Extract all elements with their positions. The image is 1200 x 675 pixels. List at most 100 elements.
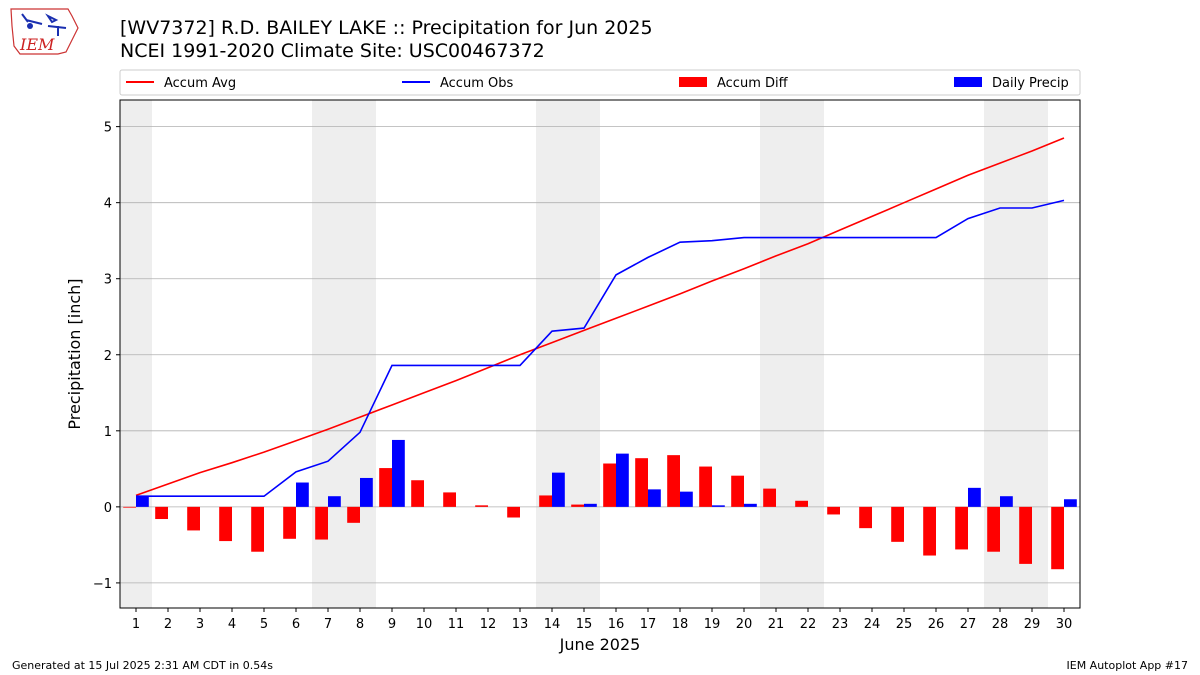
accum-diff-bar [827, 506, 840, 515]
iem-logo: IEM [10, 8, 79, 55]
x-tick-label: 3 [196, 617, 204, 632]
chart-subtitle: NCEI 1991-2020 Climate Site: USC00467372 [120, 40, 545, 62]
accum-diff-bar [1051, 506, 1064, 570]
accum-diff-bar [379, 468, 392, 507]
accum-avg-line [135, 137, 1065, 497]
y-tick-label: 3 [104, 273, 112, 288]
x-tick-label: 29 [1024, 617, 1041, 632]
x-tick-label: 25 [896, 617, 913, 632]
daily-precip-bar [136, 496, 149, 507]
y-tick-label: 1 [104, 425, 112, 440]
x-tick-label: 13 [512, 617, 529, 632]
accum-diff-bar [795, 500, 808, 507]
x-tick-label: 17 [640, 617, 657, 632]
accum-diff-bar [603, 463, 616, 507]
chart-title: [WV7372] R.D. BAILEY LAKE :: Precipitati… [120, 17, 653, 39]
accum-diff-bar [859, 506, 872, 529]
x-tick-label: 21 [768, 617, 785, 632]
x-tick-label: 10 [416, 617, 433, 632]
daily-precip-bar [296, 482, 309, 507]
accum-diff-bar [539, 495, 552, 507]
weekend-band [344, 100, 376, 608]
x-tick-label: 16 [608, 617, 625, 632]
x-tick-label: 8 [356, 617, 364, 632]
daily-precip-bar [968, 487, 981, 507]
x-tick-label: 4 [228, 617, 236, 632]
accum-diff-bar [443, 492, 456, 507]
accum-diff-bar [347, 506, 360, 523]
x-tick-label: 24 [864, 617, 881, 632]
app-label: IEM Autoplot App #17 [1066, 659, 1189, 672]
x-tick-label: 22 [800, 617, 817, 632]
accum-diff-bar [315, 506, 328, 540]
x-tick-label: 9 [388, 617, 396, 632]
generated-timestamp: Generated at 15 Jul 2025 2:31 AM CDT in … [12, 659, 273, 672]
accum-obs-line [136, 199, 1065, 498]
accum-diff-bar [123, 506, 136, 508]
y-tick-label: 5 [104, 121, 112, 136]
x-tick-label: 1 [132, 617, 140, 632]
daily-precip-bar [744, 503, 757, 507]
daily-precip-bar [616, 453, 629, 507]
weather-instrument-icon [21, 13, 67, 36]
daily-precip-bar [1000, 496, 1013, 507]
y-axis-label: Precipitation [inch] [65, 278, 84, 429]
weekend-band [760, 100, 792, 608]
y-tick-label: 0 [104, 501, 112, 516]
x-tick-label: 14 [544, 617, 561, 632]
x-tick-label: 12 [480, 617, 497, 632]
accum-diff-bar [251, 506, 264, 552]
accum-diff-bar [987, 506, 1000, 552]
legend-accum-diff-swatch [679, 77, 707, 87]
accum-diff-bar [155, 506, 168, 520]
daily-precip-bar [648, 489, 661, 507]
x-tick-label: 6 [292, 617, 300, 632]
weekend-band [792, 100, 824, 608]
accum-diff-bar [571, 504, 584, 507]
x-tick-label: 23 [832, 617, 849, 632]
weekend-band [568, 100, 600, 608]
x-tick-label: 2 [164, 617, 172, 632]
x-tick-label: 30 [1056, 617, 1073, 632]
sensor-dot-icon [27, 23, 33, 29]
legend-accum-avg-label: Accum Avg [164, 76, 236, 91]
accum-diff-bar [283, 506, 296, 539]
x-tick-label: 11 [448, 617, 465, 632]
accum-diff-bar [699, 466, 712, 507]
legend-box [119, 69, 1081, 96]
accum-diff-bar [891, 506, 904, 542]
y-tick-label: 4 [104, 197, 112, 212]
daily-precip-bar [552, 472, 565, 507]
accum-diff-bar [731, 475, 744, 507]
weekend-band [536, 100, 568, 608]
plot-frame [119, 99, 1081, 609]
x-tick-label: 20 [736, 617, 753, 632]
x-tick-label: 18 [672, 617, 689, 632]
bars [123, 439, 1077, 570]
daily-precip-bar [328, 496, 341, 507]
daily-precip-bar [680, 491, 693, 507]
gridlines [120, 126, 1080, 584]
x-tick-label: 28 [992, 617, 1009, 632]
y-tick-label: −1 [93, 577, 112, 592]
x-tick-label: 19 [704, 617, 721, 632]
accum-diff-bar [1019, 506, 1032, 564]
daily-precip-bar [1064, 499, 1077, 507]
weekend-band [120, 100, 152, 608]
daily-precip-bar [392, 439, 405, 507]
accum-diff-bar [955, 506, 968, 550]
x-axis-label: June 2025 [559, 635, 641, 654]
logo-text: IEM [19, 35, 55, 54]
legend-daily-precip-swatch [954, 77, 982, 87]
accum-diff-bar [411, 480, 424, 507]
daily-precip-bar [360, 477, 373, 507]
accum-diff-bar [219, 506, 232, 542]
x-tick-label: 5 [260, 617, 268, 632]
accum-diff-bar [507, 506, 520, 518]
legend-accum-diff-label: Accum Diff [717, 76, 789, 91]
x-tick-label: 15 [576, 617, 593, 632]
x-tick-label: 27 [960, 617, 977, 632]
y-tick-label: 2 [104, 349, 112, 364]
